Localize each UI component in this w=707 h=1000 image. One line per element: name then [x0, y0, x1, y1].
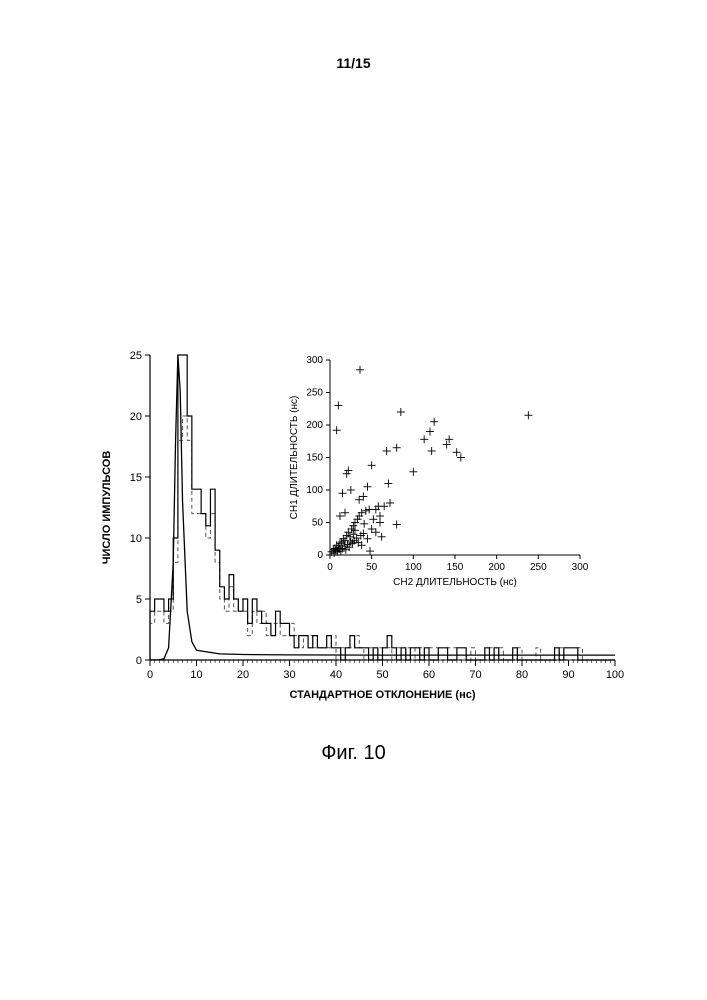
svg-text:300: 300: [306, 355, 323, 366]
svg-text:60: 60: [423, 669, 435, 681]
svg-text:70: 70: [469, 669, 481, 681]
svg-text:15: 15: [130, 472, 142, 484]
svg-text:10: 10: [190, 669, 202, 681]
svg-text:40: 40: [330, 669, 342, 681]
svg-text:50: 50: [366, 562, 378, 573]
svg-text:25: 25: [130, 350, 142, 362]
svg-text:0: 0: [147, 669, 153, 681]
svg-text:0: 0: [317, 550, 323, 561]
svg-text:50: 50: [312, 518, 324, 529]
svg-text:150: 150: [447, 562, 464, 573]
svg-text:200: 200: [488, 562, 505, 573]
svg-text:150: 150: [306, 453, 323, 464]
svg-text:20: 20: [130, 411, 142, 423]
svg-text:0: 0: [136, 655, 142, 667]
svg-text:СТАНДАРТНОЕ ОТКЛОНЕНИЕ (нс): СТАНДАРТНОЕ ОТКЛОНЕНИЕ (нс): [289, 689, 475, 701]
svg-text:90: 90: [562, 669, 574, 681]
svg-text:250: 250: [530, 562, 547, 573]
figure: 05101520250102030405060708090100СТАНДАРТ…: [95, 345, 625, 720]
svg-text:250: 250: [306, 388, 323, 399]
svg-text:10: 10: [130, 533, 142, 545]
svg-text:30: 30: [283, 669, 295, 681]
svg-text:5: 5: [136, 594, 142, 606]
svg-text:CH2 ДЛИТЕЛЬНОСТЬ (нс): CH2 ДЛИТЕЛЬНОСТЬ (нс): [393, 577, 517, 588]
svg-text:300: 300: [572, 562, 589, 573]
svg-text:100: 100: [306, 485, 323, 496]
svg-text:0: 0: [327, 562, 333, 573]
page-number: 11/15: [0, 55, 707, 71]
svg-text:20: 20: [237, 669, 249, 681]
svg-text:100: 100: [606, 669, 624, 681]
svg-text:80: 80: [516, 669, 528, 681]
svg-text:ЧИСЛО ИМПУЛЬСОВ: ЧИСЛО ИМПУЛЬСОВ: [101, 451, 113, 565]
chart-svg: 05101520250102030405060708090100СТАНДАРТ…: [95, 345, 625, 715]
svg-text:50: 50: [376, 669, 388, 681]
figure-caption: Фиг. 10: [0, 742, 707, 765]
svg-text:100: 100: [405, 562, 422, 573]
svg-text:200: 200: [306, 420, 323, 431]
svg-text:CH1 ДЛИТЕЛЬНОСТЬ (нс): CH1 ДЛИТЕЛЬНОСТЬ (нс): [289, 396, 300, 520]
